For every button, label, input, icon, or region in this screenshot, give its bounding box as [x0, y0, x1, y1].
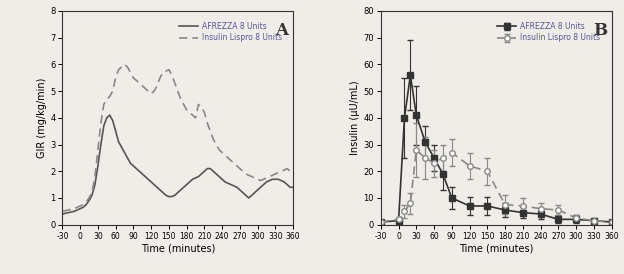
X-axis label: Time (minutes): Time (minutes) [140, 243, 215, 253]
Text: B: B [593, 22, 607, 39]
Insulin Lispro 8 Units [88, 191, 95, 194]
AFREZZA 8 Units [106, 113, 114, 117]
Insulin Lispro 8 Units [290, 172, 297, 176]
Insulin Lispro 8 Units [147, 92, 155, 95]
Y-axis label: Insulin (μU/mL): Insulin (μU/mL) [351, 81, 361, 155]
X-axis label: Time (minutes): Time (minutes) [459, 243, 534, 253]
Insulin Lispro 8 Units [248, 175, 255, 178]
AFREZZA 8 Units [212, 172, 220, 176]
Y-axis label: GIR (mg/kg/min): GIR (mg/kg/min) [37, 78, 47, 158]
AFREZZA 8 Units [59, 212, 66, 216]
Insulin Lispro 8 Units [186, 111, 193, 114]
AFREZZA 8 Units [88, 194, 95, 197]
Text: A: A [275, 22, 288, 39]
AFREZZA 8 Units [147, 180, 155, 184]
AFREZZA 8 Units [290, 186, 297, 189]
Legend: AFREZZA 8 Units, Insulin Lispro 8 Units: AFREZZA 8 Units, Insulin Lispro 8 Units [494, 19, 603, 45]
AFREZZA 8 Units [248, 194, 255, 197]
AFREZZA 8 Units [218, 178, 226, 181]
Insulin Lispro 8 Units [59, 210, 66, 213]
Legend: AFREZZA 8 Units, Insulin Lispro 8 Units: AFREZZA 8 Units, Insulin Lispro 8 Units [175, 19, 285, 45]
Insulin Lispro 8 Units [121, 63, 129, 66]
AFREZZA 8 Units [186, 180, 193, 184]
Insulin Lispro 8 Units [218, 151, 226, 154]
Line: AFREZZA 8 Units: AFREZZA 8 Units [62, 115, 293, 214]
Insulin Lispro 8 Units [212, 143, 220, 146]
Line: Insulin Lispro 8 Units: Insulin Lispro 8 Units [62, 64, 293, 211]
